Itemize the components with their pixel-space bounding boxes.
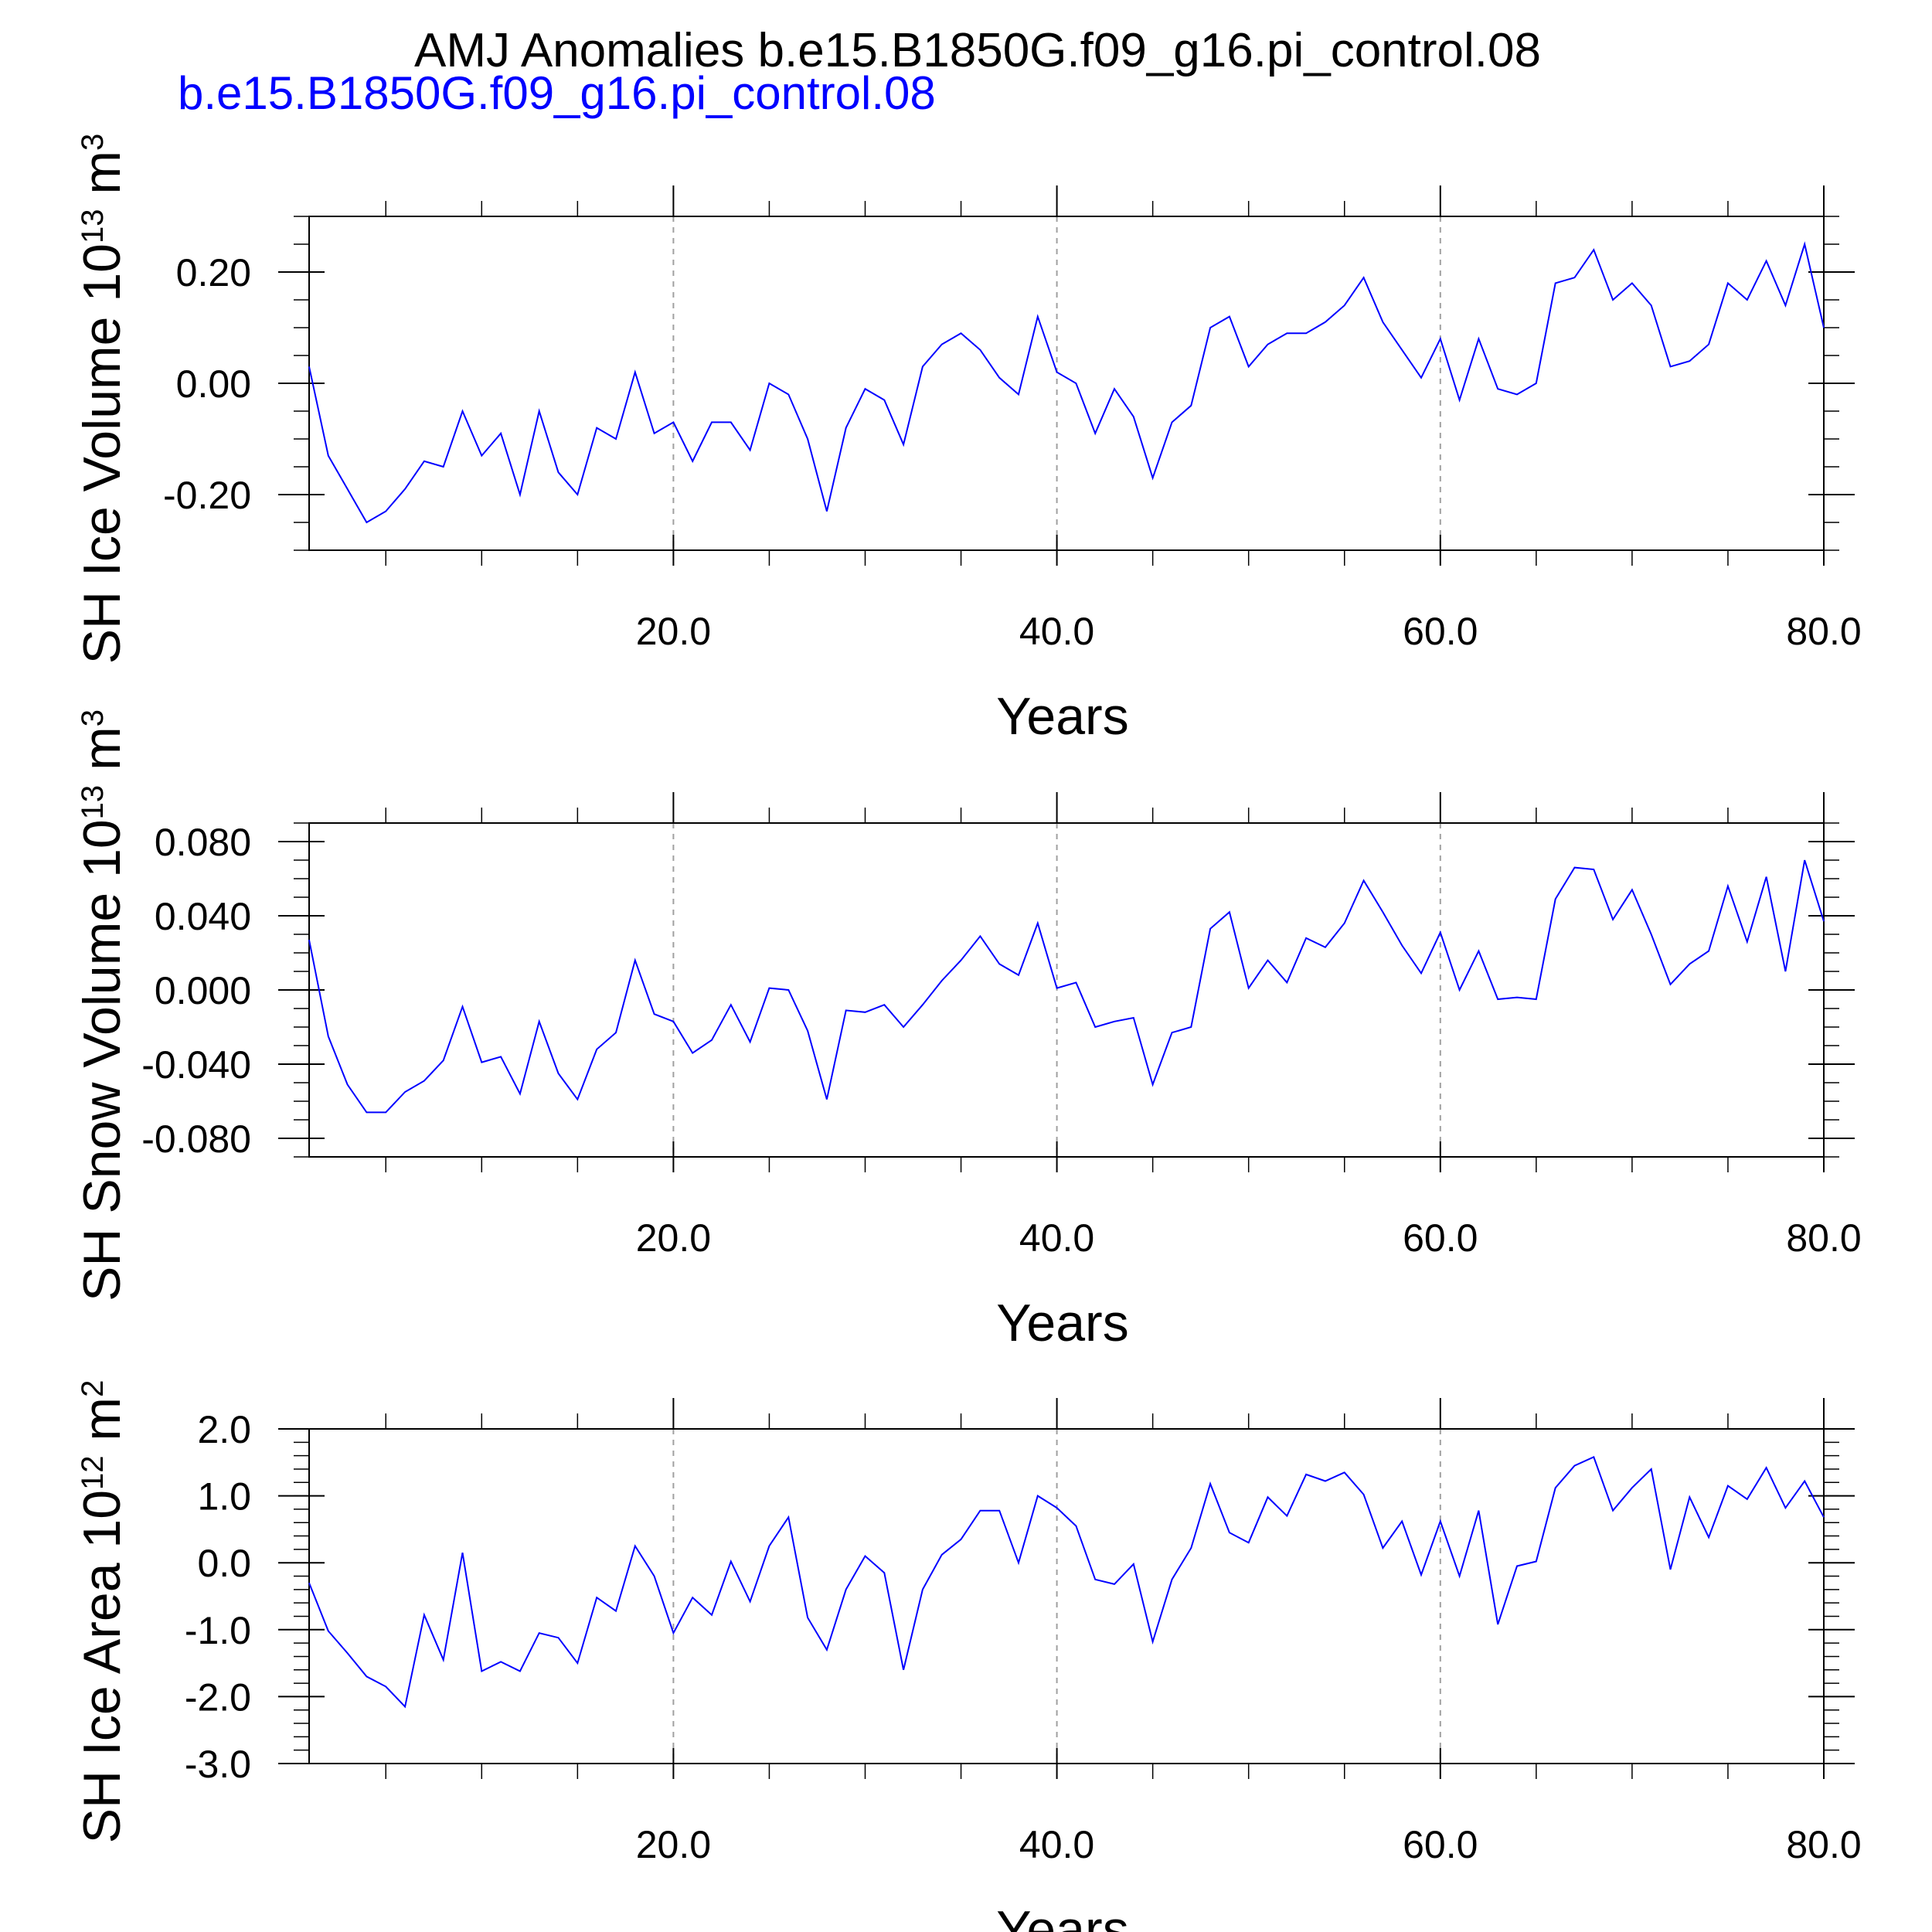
- y-tick-label: 0.000: [155, 969, 251, 1012]
- y-tick-label: 1.0: [197, 1475, 251, 1519]
- y-axis-label: SH Ice Area 1012 m2: [73, 1380, 131, 1844]
- y-tick-label: 0.080: [155, 821, 251, 864]
- x-tick-label: 80.0: [1786, 1823, 1861, 1866]
- x-tick-label: 60.0: [1403, 610, 1478, 653]
- chart-panel-1: 20.0 40.0 60.0 80.0 -0.20 0.00 0.20 Years SH Ice…: [73, 134, 1862, 746]
- y-tick-label: 0.0: [197, 1542, 251, 1585]
- series-line: [308, 241, 1825, 524]
- series-legend-label: b.e15.B1850G.f09_g16.pi_control.08: [178, 67, 936, 119]
- y-tick-label: -1.0: [185, 1609, 251, 1652]
- y-tick-label: -3.0: [185, 1743, 251, 1786]
- plot-frame: [308, 1428, 1825, 1764]
- x-axis-label: Years: [996, 1294, 1128, 1352]
- y-axis-label: SH Snow Volume 1013 m3: [73, 709, 131, 1301]
- series-line: [308, 859, 1825, 1114]
- x-axis-label: Years: [996, 687, 1128, 746]
- x-tick-label: 40.0: [1019, 610, 1094, 653]
- x-tick-label: 60.0: [1403, 1823, 1478, 1866]
- y-tick-label: -2.0: [185, 1675, 251, 1719]
- y-tick-label: 0.040: [155, 895, 251, 938]
- figure-title: AMJ Anomalies b.e15.B1850G.f09_g16.pi_co…: [414, 24, 1541, 77]
- x-tick-label: 40.0: [1019, 1823, 1094, 1866]
- y-tick-label: 0.00: [176, 362, 251, 406]
- chart-panel-3: 20.0 40.0 60.0 80.0 -3.0 -2.0 -1.0 0.0 1.0 2.0 Yea…: [73, 1380, 1862, 1932]
- x-tick-label: 80.0: [1786, 610, 1861, 653]
- x-tick-label: 40.0: [1019, 1216, 1094, 1260]
- series-line: [308, 1456, 1825, 1709]
- x-axis-label: Years: [996, 1900, 1128, 1932]
- chart-panel-2: 20.0 40.0 60.0 80.0 -0.080 -0.040 0.000 0.040 0.…: [73, 709, 1862, 1352]
- x-tick-label: 60.0: [1403, 1216, 1478, 1260]
- y-tick-label: -0.080: [141, 1117, 251, 1161]
- y-tick-label: 0.20: [176, 251, 251, 294]
- panels: 20.0 40.0 60.0 80.0 -0.20 0.00 0.20 Years SH Ice…: [73, 134, 1862, 1932]
- x-tick-label: 20.0: [636, 1823, 711, 1866]
- x-tick-label: 20.0: [636, 1216, 711, 1260]
- plot-frame: [308, 216, 1825, 551]
- plot-frame: [308, 822, 1825, 1158]
- y-tick-label: -0.040: [141, 1043, 251, 1087]
- x-tick-label: 80.0: [1786, 1216, 1861, 1260]
- y-tick-label: -0.20: [163, 474, 251, 517]
- x-tick-label: 20.0: [636, 610, 711, 653]
- y-axis-label: SH Ice Volume 1013 m3: [73, 134, 131, 665]
- y-tick-label: 2.0: [197, 1408, 251, 1451]
